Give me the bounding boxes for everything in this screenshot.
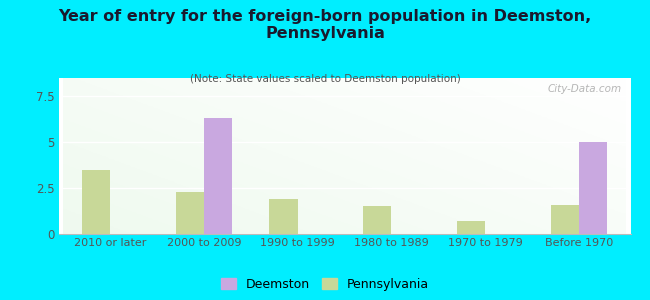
Bar: [270, 199, 298, 234]
Bar: [579, 142, 607, 234]
Bar: [551, 205, 579, 234]
Bar: [363, 206, 391, 234]
Text: Year of entry for the foreign-born population in Deemston,
Pennsylvania: Year of entry for the foreign-born popul…: [58, 9, 592, 41]
Bar: [204, 118, 232, 234]
Bar: [457, 221, 485, 234]
Text: City-Data.com: City-Data.com: [548, 84, 622, 94]
Legend: Deemston, Pennsylvania: Deemston, Pennsylvania: [220, 278, 430, 291]
Bar: [82, 170, 110, 234]
Text: (Note: State values scaled to Deemston population): (Note: State values scaled to Deemston p…: [190, 74, 460, 83]
Bar: [176, 192, 204, 234]
